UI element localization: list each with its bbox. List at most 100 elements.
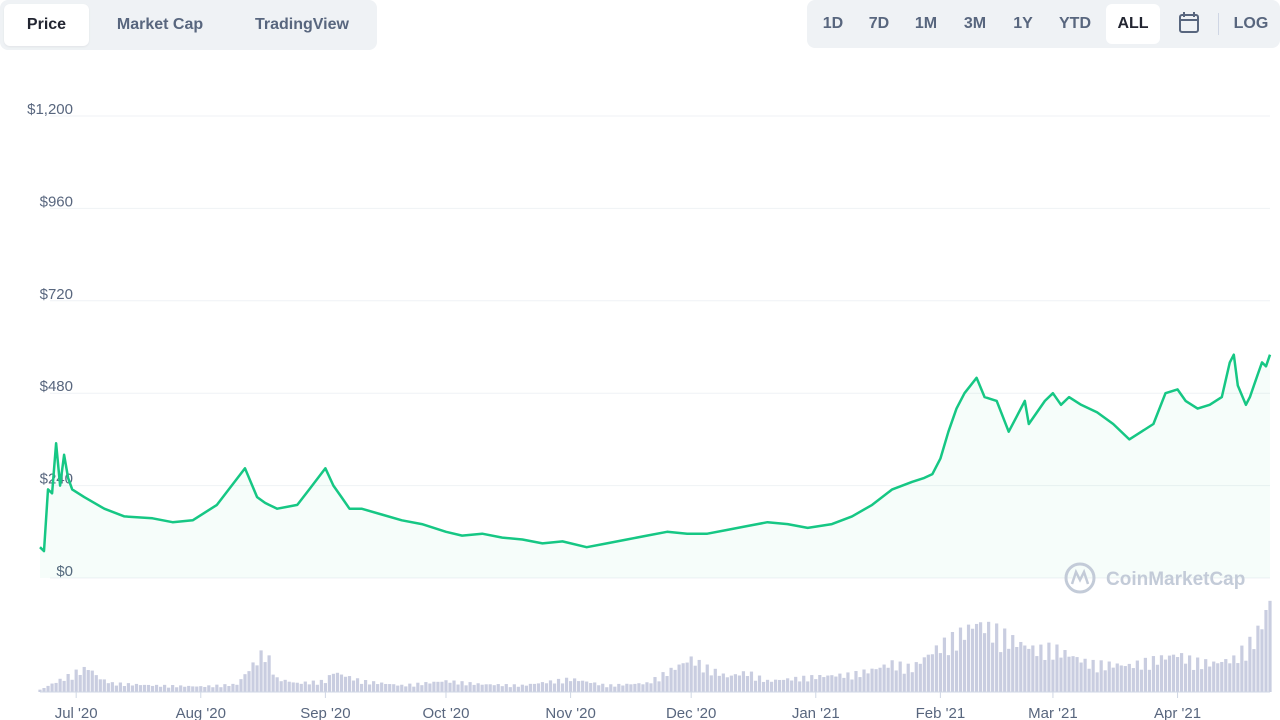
volume-bar [938, 653, 942, 692]
volume-bar [484, 684, 488, 692]
volume-bar [1063, 650, 1067, 692]
volume-bar [946, 655, 951, 692]
volume-bar [1003, 628, 1007, 692]
volume-bar [552, 683, 557, 692]
volume-bar [167, 687, 171, 692]
volume-bar [1196, 657, 1200, 692]
volume-bar [1228, 663, 1232, 692]
y-tick-label: $0 [56, 563, 73, 580]
volume-bar [428, 683, 432, 692]
volume-bar [70, 679, 74, 692]
x-tick-label: Aug '20 [176, 705, 226, 720]
volume-bar [1179, 653, 1184, 692]
volume-bar [122, 686, 127, 692]
volume-bar [544, 683, 549, 692]
volume-bar [50, 683, 54, 692]
volume-bar [854, 671, 858, 692]
volume-bar [1264, 610, 1268, 692]
volume-bar [741, 671, 746, 692]
volume-bar [1075, 657, 1079, 692]
range-ytd-button[interactable]: YTD [1059, 15, 1091, 32]
volume-bar [114, 685, 118, 692]
volume-bar [1244, 660, 1248, 692]
volume-bar [966, 624, 971, 692]
volume-bar [898, 661, 902, 692]
range-1y-button[interactable]: 1Y [1013, 15, 1033, 32]
volume-bar [802, 675, 806, 692]
volume-bar [761, 681, 766, 692]
volume-bar [1035, 656, 1039, 692]
range-1d-button[interactable]: 1D [822, 15, 844, 32]
volume-bar [524, 685, 528, 692]
volume-bar [376, 684, 380, 692]
volume-bar [1103, 670, 1107, 692]
volume-bar [420, 685, 424, 692]
volume-bar [448, 682, 452, 692]
volume-bar [617, 683, 621, 692]
volume-bar [693, 665, 697, 692]
volume-bar [235, 684, 239, 692]
y-tick-label: $480 [40, 378, 73, 395]
calendar-icon[interactable] [1173, 10, 1205, 38]
volume-bar [215, 684, 219, 692]
volume-bar [516, 686, 520, 692]
volume-bar [589, 683, 593, 692]
volume-bar [291, 682, 295, 692]
volume-bar [1163, 659, 1168, 692]
volume-bar [1059, 657, 1063, 692]
volume-bar [396, 685, 400, 692]
volume-bar [568, 681, 573, 692]
volume-bar [749, 671, 754, 692]
tab-market-cap[interactable]: Market Cap [116, 16, 204, 33]
range-3m-button[interactable]: 3M [963, 15, 987, 32]
time-range-selector: 1D 7D 1M 3M 1Y YTD ALL LOG [807, 0, 1280, 48]
volume-bar [737, 675, 742, 692]
volume-bar [633, 683, 637, 692]
volume-bar [335, 672, 340, 692]
volume-bar [942, 637, 947, 692]
volume-bar [1079, 662, 1083, 692]
volume-bar [978, 622, 983, 692]
range-1m-button[interactable]: 1M [914, 15, 938, 32]
volume-bar [593, 682, 597, 692]
volume-bar [536, 683, 541, 692]
coinmarketcap-logo-icon [1064, 562, 1096, 594]
volume-bar [1183, 663, 1188, 692]
range-7d-button[interactable]: 7D [868, 15, 890, 32]
volume-bar [1095, 672, 1099, 692]
volume-bar [665, 676, 669, 692]
volume-bar [1071, 656, 1075, 692]
volume-bar [922, 657, 926, 692]
volume-bar [765, 679, 770, 692]
volume-bar [697, 659, 701, 692]
volume-bar [1131, 668, 1135, 692]
volume-bar [685, 662, 689, 692]
volume-bar [191, 686, 195, 692]
volume-bar [259, 650, 263, 692]
volume-bar [504, 684, 508, 692]
volume-bar [548, 680, 553, 692]
volume-bar [745, 676, 750, 692]
tab-price[interactable]: Price [4, 4, 89, 46]
volume-bar [974, 623, 979, 692]
y-axis: $0 $240 $480 $720 $960 $1,200 [27, 101, 73, 580]
x-tick-label: Mar '21 [1028, 705, 1078, 720]
volume-bar [231, 683, 235, 692]
volume-bar [577, 681, 581, 692]
volume-bar [46, 685, 50, 692]
volume-bar [1023, 645, 1027, 692]
volume-bar [54, 682, 58, 692]
log-scale-button[interactable]: LOG [1233, 15, 1269, 32]
volume-bar [496, 684, 500, 692]
volume-bar [528, 683, 532, 692]
volume-bar [255, 665, 259, 692]
volume-bar [782, 679, 786, 692]
volume-bar [187, 685, 191, 692]
volume-bar [223, 684, 227, 692]
volume-bar [995, 623, 999, 692]
volume-bar [983, 633, 987, 692]
volume-bar [158, 686, 163, 692]
range-all-button[interactable]: ALL [1106, 4, 1160, 44]
tab-tradingview[interactable]: TradingView [255, 16, 349, 33]
volume-bar [1175, 657, 1180, 692]
